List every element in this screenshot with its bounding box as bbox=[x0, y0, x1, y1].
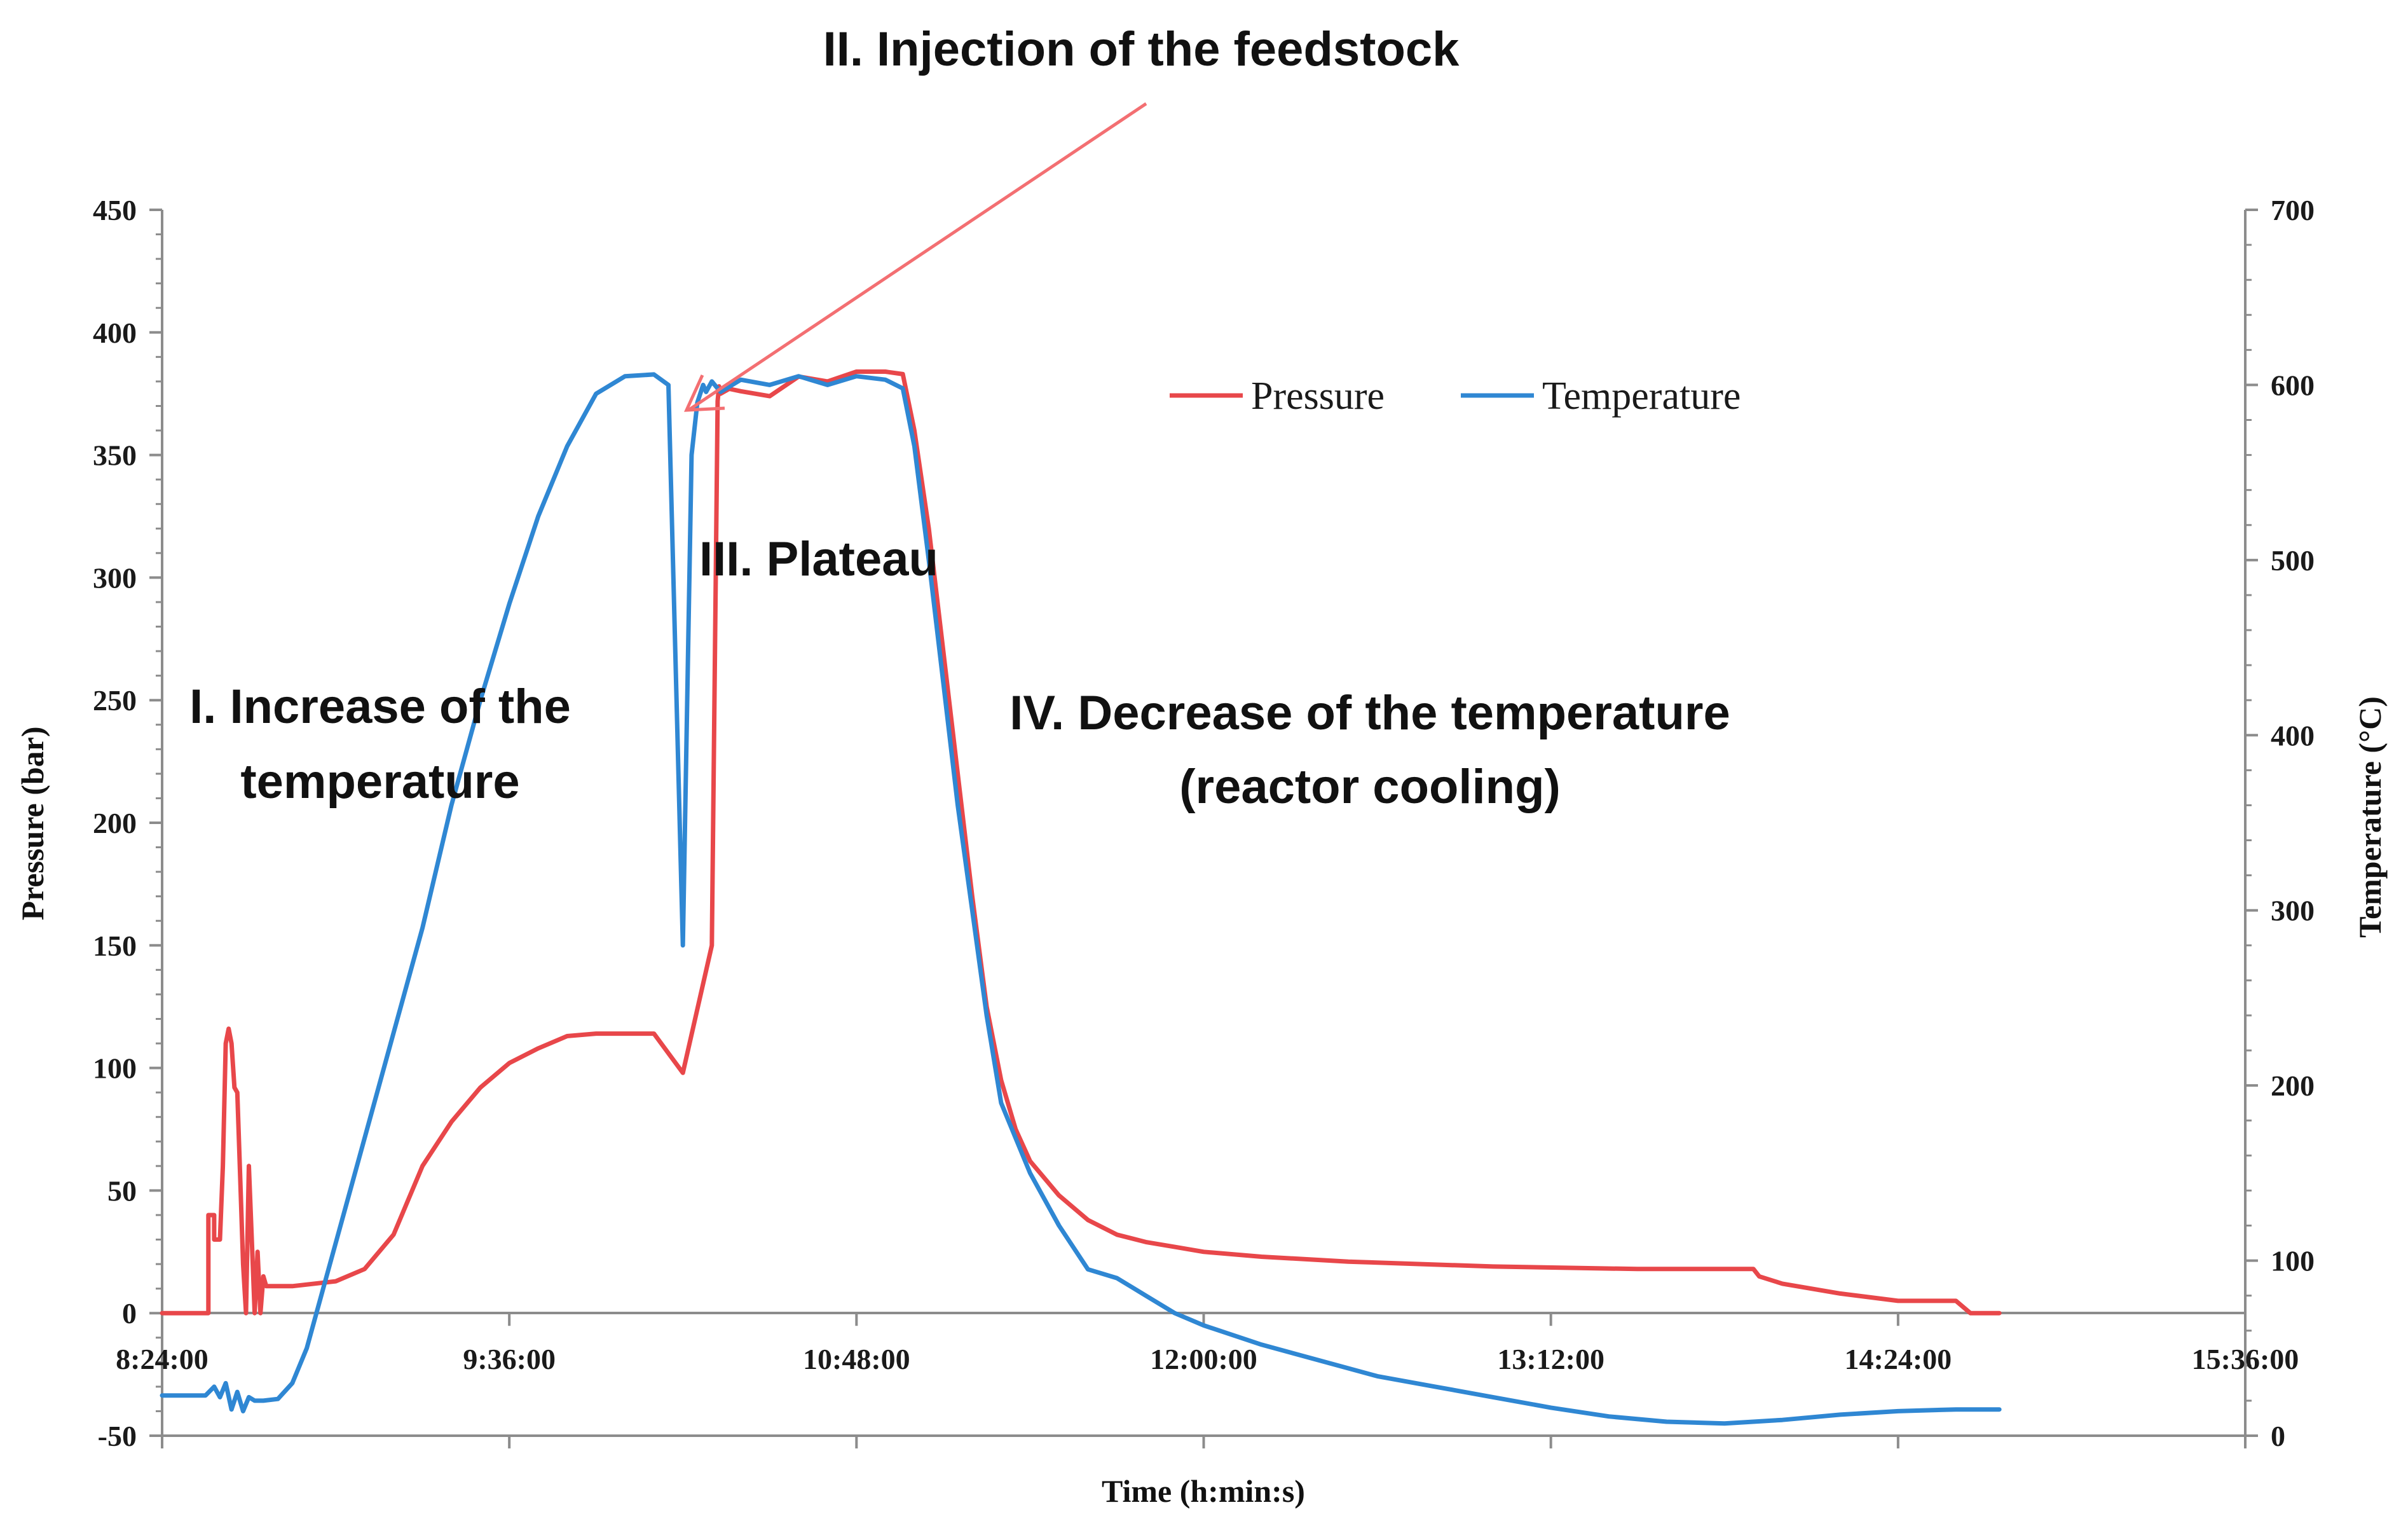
y2-tick-label: 400 bbox=[2271, 719, 2315, 752]
y-tick-label: 450 bbox=[93, 194, 137, 226]
ticks-layer: -50 0 50 100 150 200 250 300 350 400 450 0 100 200 300… bbox=[93, 194, 2315, 1452]
y2-axis-title: Temperature (°C) bbox=[2352, 696, 2388, 938]
y-tick-label: 200 bbox=[93, 807, 137, 839]
legend-pressure-label: Pressure bbox=[1251, 375, 1385, 418]
x-tick-label: 15:36:00 bbox=[2192, 1343, 2299, 1375]
y-tick-label: 50 bbox=[107, 1174, 137, 1207]
y2-tick-label: 700 bbox=[2271, 194, 2315, 226]
y-tick-label: 250 bbox=[93, 684, 137, 717]
y2-tick-label: 100 bbox=[2271, 1245, 2315, 1277]
y2-tick-label: 200 bbox=[2271, 1069, 2315, 1102]
annotation-phase-1-line-1: I. Increase of the bbox=[189, 680, 571, 734]
y-tick-label: 0 bbox=[122, 1297, 137, 1330]
series-line-temperature bbox=[160, 372, 2002, 1426]
y-axis-title: Pressure (bar) bbox=[15, 726, 50, 920]
x-tick-label: 9:36:00 bbox=[463, 1343, 556, 1375]
annotation-phase-3: III. Plateau bbox=[699, 532, 938, 586]
feedstock-arrow bbox=[684, 102, 1147, 412]
annotation-phase-4-line-1: IV. Decrease of the temperature bbox=[1009, 686, 1730, 740]
x-tick-label: 14:24:00 bbox=[1845, 1343, 1952, 1375]
y-tick-label: 350 bbox=[93, 439, 137, 472]
y2-tick-label: 0 bbox=[2271, 1420, 2285, 1452]
x-tick-label: 12:00:00 bbox=[1150, 1343, 1257, 1375]
y2-tick-label: 300 bbox=[2271, 895, 2315, 927]
x-tick-label: 8:24:00 bbox=[116, 1343, 209, 1375]
annotation-phase-4-line-2: (reactor cooling) bbox=[1179, 760, 1561, 814]
x-axis-title: Time (h:min:s) bbox=[1102, 1473, 1305, 1509]
annotation-phase-1-line-2: temperature bbox=[240, 755, 519, 809]
y-tick-label: 100 bbox=[93, 1052, 137, 1085]
arrow-shaft bbox=[687, 102, 1147, 412]
y2-tick-label: 600 bbox=[2271, 369, 2315, 401]
series-line-pressure bbox=[160, 369, 2002, 1316]
y-tick-label: -50 bbox=[98, 1420, 137, 1452]
y-tick-label: 150 bbox=[93, 930, 137, 962]
legend: Pressure Temperature bbox=[1170, 375, 1741, 418]
legend-temperature-label: Temperature bbox=[1542, 375, 1741, 418]
y2-tick-label: 500 bbox=[2271, 544, 2315, 577]
x-tick-label: 10:48:00 bbox=[803, 1343, 910, 1375]
series-layer bbox=[160, 369, 2002, 1426]
y-tick-label: 400 bbox=[93, 317, 137, 349]
arrow-head bbox=[684, 374, 725, 412]
annotation-phase-2: II. Injection of the feedstock bbox=[823, 22, 1460, 76]
annotations: I. Increase of the temperature II. Injec… bbox=[189, 22, 1730, 814]
x-tick-label: 13:12:00 bbox=[1497, 1343, 1604, 1375]
y-tick-label: 300 bbox=[93, 561, 137, 594]
